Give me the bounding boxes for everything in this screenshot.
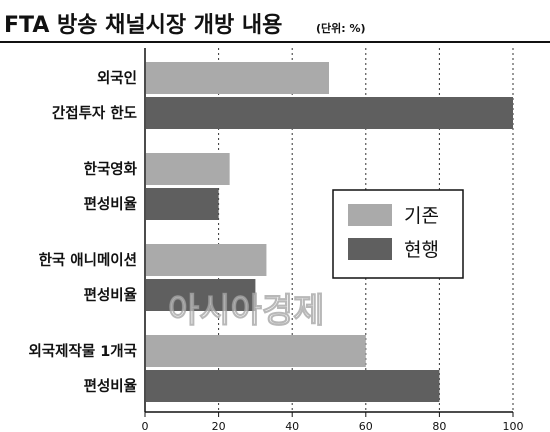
category-label: 외국제작물 1개국 xyxy=(28,342,137,360)
bar xyxy=(146,244,267,276)
legend-box xyxy=(332,189,464,279)
bar xyxy=(146,62,329,94)
category-label: 외국인 xyxy=(97,69,137,87)
tick-label: 0 xyxy=(142,420,149,432)
tick-label: 80 xyxy=(432,420,446,432)
category-label: 편성비율 xyxy=(84,195,137,213)
legend-swatch xyxy=(348,238,392,260)
legend-label: 기존 xyxy=(404,205,439,227)
x-axis: 0 20 40 60 80 100 xyxy=(142,48,524,432)
unit-label: (단위: %) xyxy=(316,21,366,35)
chart-title: FTA 방송 채널시장 개방 내용 xyxy=(4,13,282,38)
legend-swatch xyxy=(348,204,392,226)
tick-label: 40 xyxy=(285,420,299,432)
legend-label: 현행 xyxy=(404,239,439,261)
bar xyxy=(146,97,513,129)
bar xyxy=(146,153,230,185)
tick-label: 100 xyxy=(503,420,524,432)
tick-label: 20 xyxy=(212,420,226,432)
bars xyxy=(146,62,513,402)
bar xyxy=(146,279,256,311)
watermark-logo: 아시아경제 xyxy=(168,291,324,331)
category-label: 간접투자 한도 xyxy=(52,104,137,122)
bar xyxy=(146,188,219,220)
bar xyxy=(146,335,366,367)
category-label: 편성비율 xyxy=(84,286,137,304)
tick-label: 60 xyxy=(359,420,373,432)
category-label: 한국영화 xyxy=(84,160,138,178)
bar xyxy=(146,370,440,402)
category-label: 한국 애니메이션 xyxy=(39,252,137,269)
category-label: 편성비율 xyxy=(84,377,137,395)
